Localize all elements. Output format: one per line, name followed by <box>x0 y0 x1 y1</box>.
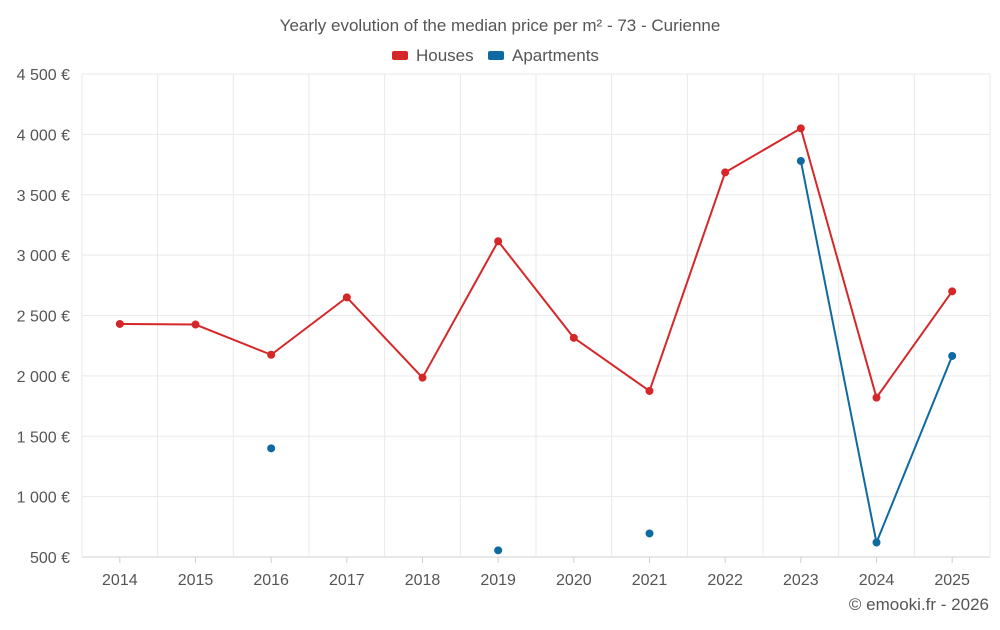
x-tick-label: 2023 <box>783 572 819 589</box>
series-line-apartments <box>875 354 954 544</box>
y-tick-label: 4 000 € <box>17 127 70 144</box>
series-line-houses <box>875 290 954 399</box>
series-line-apartments <box>799 159 878 544</box>
x-tick-label: 2022 <box>707 572 743 589</box>
x-tick-label: 2024 <box>859 572 895 589</box>
data-point-houses[interactable] <box>645 386 654 395</box>
x-tick-label: 2021 <box>632 572 668 589</box>
grid-lines <box>81 73 991 558</box>
footer-credit: © emooki.fr - 2026 <box>849 595 989 614</box>
y-axis-ticks: 500 € 1 000 € 1 500 € 2 000 € 2 500 € 3 000 €… <box>17 67 70 567</box>
data-point-houses[interactable] <box>342 293 351 302</box>
data-point-apartments[interactable] <box>872 538 881 547</box>
y-tick-label: 500 € <box>30 550 70 567</box>
x-tick-label: 2015 <box>178 572 214 589</box>
data-point-apartments[interactable] <box>948 351 957 360</box>
data-point-houses[interactable] <box>569 333 578 342</box>
legend-label-apartments: Apartments <box>512 46 599 65</box>
series-layer <box>115 124 957 555</box>
series-line-houses <box>345 296 424 379</box>
data-point-houses[interactable] <box>418 373 427 382</box>
x-tick-label: 2017 <box>329 572 365 589</box>
y-tick-label: 1 500 € <box>17 429 70 446</box>
series-line-houses <box>270 296 348 356</box>
series-line-houses <box>799 127 878 399</box>
series-line-houses <box>572 336 651 392</box>
series-line-houses <box>648 171 727 392</box>
chart-title: Yearly evolution of the median price per… <box>280 16 721 35</box>
legend-label-houses: Houses <box>416 46 474 65</box>
data-point-houses[interactable] <box>494 237 503 246</box>
data-point-houses[interactable] <box>115 319 124 328</box>
data-point-apartments[interactable] <box>796 156 805 165</box>
y-tick-label: 1 000 € <box>17 490 70 507</box>
x-tick-label: 2014 <box>102 572 138 589</box>
x-axis-ticks: 2014 2015 2016 2017 2018 2019 2020 2021 2022 2023… <box>102 557 970 589</box>
data-point-houses[interactable] <box>948 287 957 296</box>
data-point-houses[interactable] <box>191 320 200 329</box>
data-point-apartments[interactable] <box>494 546 503 555</box>
legend: Houses Apartments <box>392 46 599 65</box>
legend-item-houses[interactable]: Houses <box>392 46 474 65</box>
series-line-houses <box>421 240 500 379</box>
y-tick-label: 2 500 € <box>17 309 70 326</box>
x-tick-label: 2016 <box>253 572 289 589</box>
legend-item-apartments[interactable]: Apartments <box>488 46 599 65</box>
data-point-houses[interactable] <box>872 393 881 402</box>
y-tick-label: 2 000 € <box>17 369 70 386</box>
x-tick-label: 2018 <box>405 572 441 589</box>
y-tick-label: 3 000 € <box>17 248 70 265</box>
y-tick-label: 4 500 € <box>17 67 70 84</box>
data-point-houses[interactable] <box>796 124 805 133</box>
data-point-apartments[interactable] <box>267 444 276 453</box>
x-tick-label: 2025 <box>934 572 970 589</box>
series-line-houses <box>194 323 273 356</box>
x-tick-label: 2019 <box>480 572 516 589</box>
y-tick-label: 3 500 € <box>17 188 70 205</box>
data-point-houses[interactable] <box>721 168 730 177</box>
series-line-houses <box>724 127 802 174</box>
x-tick-label: 2020 <box>556 572 592 589</box>
legend-swatch-apartments <box>488 51 504 60</box>
data-point-houses[interactable] <box>267 350 276 359</box>
series-line-houses <box>118 322 197 326</box>
data-point-apartments[interactable] <box>645 529 654 538</box>
legend-swatch-houses <box>392 51 408 60</box>
series-line-houses <box>497 240 575 339</box>
